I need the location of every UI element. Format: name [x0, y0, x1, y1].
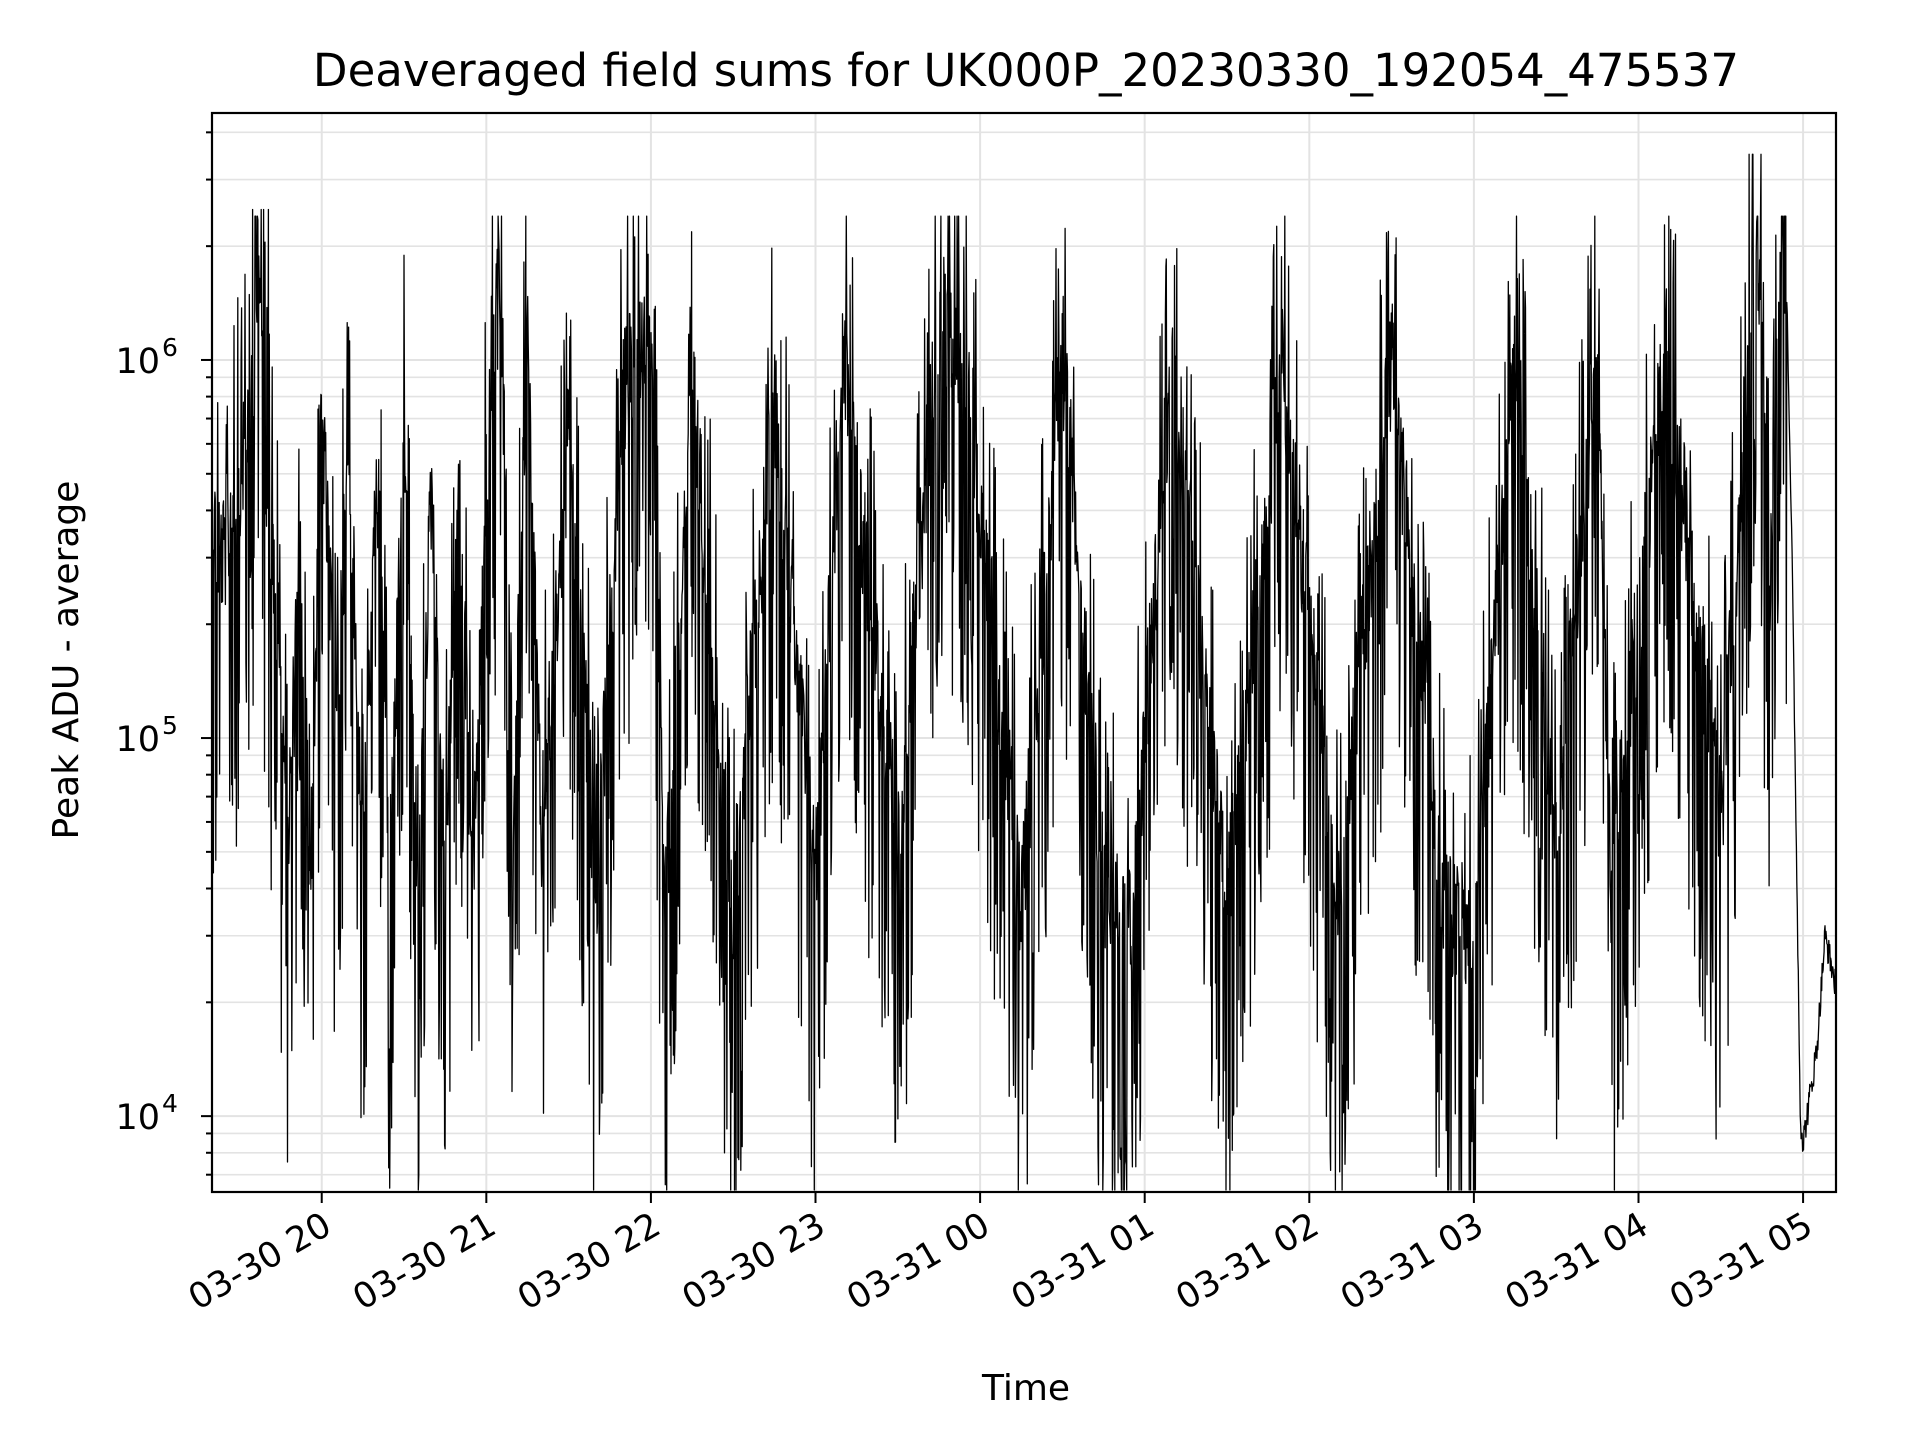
y-axis-label: Peak ADU - average — [46, 481, 87, 840]
axes-frame — [210, 111, 1838, 1194]
y-tick-label: 10 — [115, 342, 160, 382]
y-tick-exponent: 6 — [162, 333, 178, 362]
series-line — [211, 153, 1837, 1191]
y-tick-exponent: 4 — [162, 1089, 178, 1118]
plot-area — [211, 153, 1837, 1191]
y-tick-exponent: 5 — [162, 711, 178, 740]
y-tick-label: 10 — [115, 720, 160, 760]
chart-title: Deaveraged field sums for UK000P_2023033… — [313, 44, 1739, 97]
x-axis-label: Time — [981, 1368, 1070, 1409]
y-tick-label: 10 — [115, 1098, 160, 1138]
